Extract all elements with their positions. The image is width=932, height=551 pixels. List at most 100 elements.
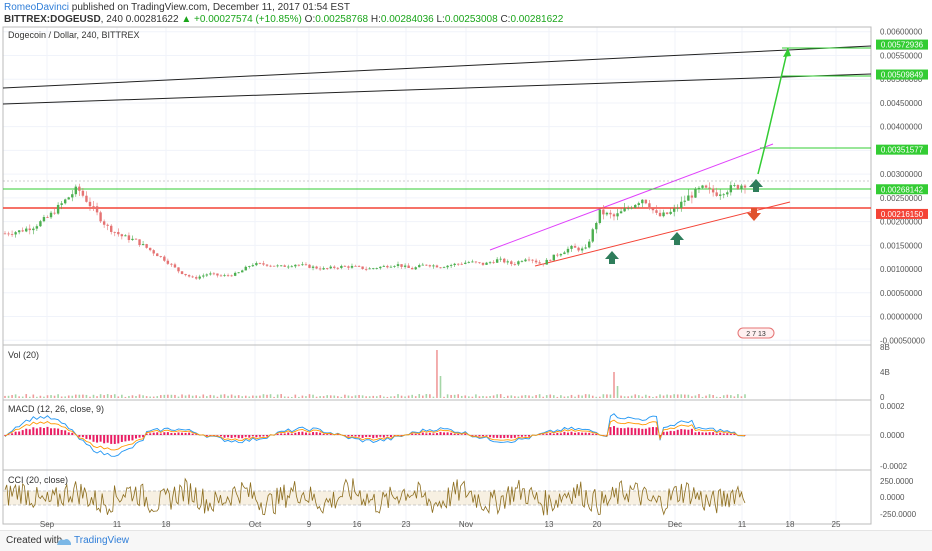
- macd-histogram-bar: [556, 433, 558, 435]
- low-label: L:: [436, 14, 444, 25]
- volume-bar: [461, 396, 463, 398]
- candle-body: [252, 265, 254, 266]
- macd-histogram-bar: [553, 434, 555, 435]
- indicator-tick-label: 250.0000: [880, 477, 914, 486]
- tradingview-brand[interactable]: TradingView: [74, 531, 129, 551]
- volume-bar: [188, 395, 190, 398]
- vol-pane-title: Vol (20): [8, 350, 39, 360]
- candle-body: [723, 194, 725, 195]
- macd-histogram-bar: [684, 429, 686, 435]
- volume-bar: [227, 396, 229, 398]
- macd-histogram-bar: [376, 435, 378, 438]
- volume-bar: [33, 395, 35, 398]
- candle-body: [53, 213, 55, 214]
- macd-histogram-bar: [652, 427, 654, 435]
- volume-bar: [659, 394, 661, 398]
- candle-body: [64, 199, 66, 203]
- candle-body: [386, 266, 388, 267]
- volume-bar: [592, 396, 594, 398]
- chart-canvas[interactable]: Dogecoin / Dollar, 240, BITTREX Vol (20)…: [0, 26, 932, 530]
- volume-bar: [57, 394, 59, 398]
- time-tick-label: Sep: [40, 520, 55, 529]
- volume-bar: [447, 394, 449, 398]
- candle-body: [216, 274, 218, 276]
- macd-histogram-bar: [96, 435, 98, 443]
- volume-bar: [185, 395, 187, 398]
- candle-body: [177, 267, 179, 271]
- candle-body: [687, 195, 689, 200]
- volume-bar: [245, 396, 247, 398]
- volume-bar: [135, 396, 137, 398]
- macd-pane-title: MACD (12, 26, close, 9): [8, 404, 104, 414]
- volume-bar: [238, 395, 240, 398]
- candle-body: [393, 266, 395, 267]
- indicator-tick-label: -0.0002: [880, 462, 908, 471]
- candle-body: [588, 242, 590, 248]
- volume-bar: [603, 394, 605, 398]
- macd-histogram-bar: [131, 435, 133, 440]
- macd-histogram-bar: [294, 433, 296, 435]
- candle-body: [170, 264, 172, 265]
- volume-bar: [199, 396, 201, 398]
- volume-bar: [553, 395, 555, 398]
- volume-bar: [450, 395, 452, 398]
- volume-bar: [557, 397, 559, 398]
- candle-body: [436, 265, 438, 267]
- candle-body: [39, 221, 41, 226]
- macd-histogram-bar: [61, 430, 63, 435]
- volume-bar: [372, 396, 374, 398]
- candle-body: [82, 191, 84, 196]
- candles: [4, 182, 746, 280]
- macd-histogram-bar: [170, 433, 172, 435]
- volume-bar: [493, 395, 495, 398]
- volume-bar: [380, 395, 382, 398]
- volume-bar: [394, 396, 396, 398]
- candle-body: [691, 195, 693, 197]
- macd-histogram-bar: [549, 433, 551, 435]
- volume-bar: [132, 395, 134, 398]
- volume-bar: [656, 396, 658, 398]
- high-label: H:: [371, 14, 381, 25]
- volume-bar: [376, 396, 378, 398]
- candle-body: [397, 264, 399, 266]
- volume-bar: [468, 396, 470, 398]
- time-tick-label: 18: [162, 520, 171, 529]
- volume-bar: [581, 396, 583, 398]
- macd-histogram-bar: [355, 435, 357, 437]
- candle-body: [648, 203, 650, 208]
- macd-histogram-bar: [673, 431, 675, 435]
- candle-body: [294, 265, 296, 267]
- macd-histogram-bar: [691, 429, 693, 435]
- macd-histogram-bar: [716, 434, 718, 435]
- candle-body: [131, 239, 133, 240]
- macd-histogram-bar: [440, 432, 442, 435]
- volume-bar: [475, 394, 477, 398]
- macd-histogram-bar: [174, 433, 176, 435]
- author-link[interactable]: RomeoDavinci: [4, 2, 69, 13]
- macd-histogram-bar: [521, 435, 523, 437]
- candle-body: [121, 234, 123, 236]
- macd-histogram-bar: [698, 432, 700, 435]
- volume-bar: [440, 376, 442, 398]
- volume-bar: [454, 395, 456, 398]
- candle-body: [273, 266, 275, 267]
- price-label-text: 0.00268142: [881, 185, 924, 194]
- candle-body: [669, 212, 671, 214]
- price-label-text: 0.00216150: [881, 210, 924, 219]
- volume-bar: [323, 396, 325, 398]
- macd-histogram-bar: [723, 433, 725, 435]
- price-tick-label: 0.00300000: [880, 170, 923, 179]
- candle-body: [641, 200, 643, 203]
- price-label-text: 0.00351577: [881, 146, 924, 155]
- candle-body: [546, 260, 548, 265]
- candle-body: [96, 206, 98, 212]
- volume-bar: [642, 397, 644, 398]
- candle-body: [14, 232, 16, 234]
- candle-body: [368, 268, 370, 269]
- volume-bar: [217, 397, 219, 398]
- macd-histogram-bar: [454, 434, 456, 435]
- time-tick-label: 11: [113, 520, 122, 529]
- volume-bar: [411, 395, 413, 398]
- misc-label: 2 7 13: [746, 331, 766, 338]
- volume-bar: [309, 394, 311, 398]
